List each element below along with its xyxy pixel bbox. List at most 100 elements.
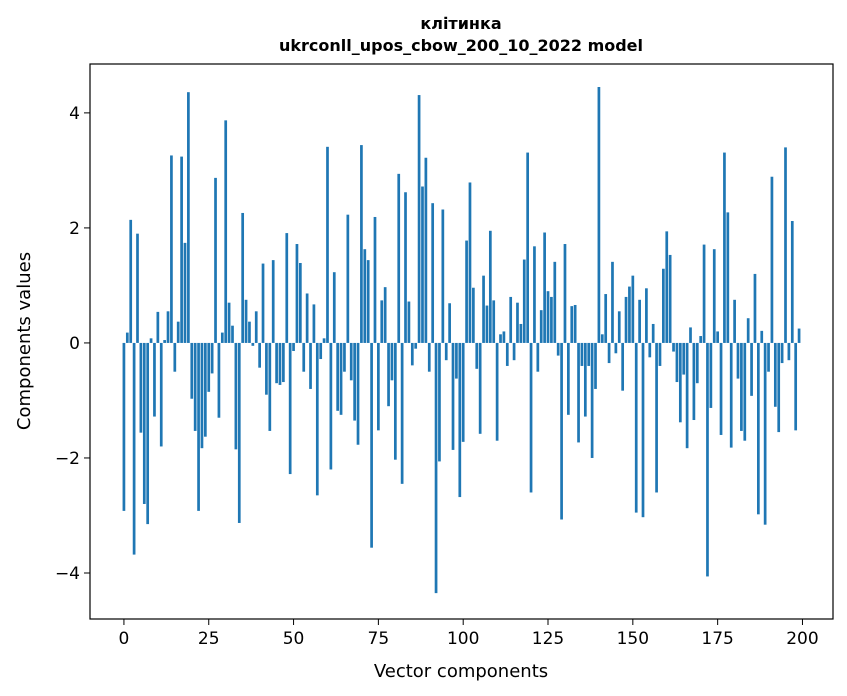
bar-177 (723, 152, 726, 343)
bar-188 (760, 330, 764, 343)
bar-56 (312, 304, 316, 343)
bar-29 (220, 332, 224, 343)
bar-135 (580, 342, 584, 366)
bar-35 (241, 212, 245, 343)
bar-125 (546, 291, 550, 343)
bar-121 (533, 246, 536, 343)
bar-137 (587, 342, 591, 366)
bar-182 (740, 342, 743, 431)
bar-78 (387, 342, 390, 407)
bar-70 (360, 145, 363, 343)
bar-149 (628, 286, 631, 343)
bar-131 (567, 342, 570, 415)
x-tick-label: 200 (786, 629, 818, 649)
y-tick-label: −2 (55, 449, 80, 469)
bar-90 (427, 342, 431, 372)
chart-title: клітинка (420, 14, 501, 33)
bar-108 (488, 230, 492, 343)
bar-1 (125, 332, 129, 343)
bar-175 (716, 331, 719, 343)
bar-197 (790, 221, 794, 343)
bar-0 (122, 342, 126, 511)
bar-66 (346, 214, 350, 343)
x-tick-label: 150 (617, 629, 649, 649)
bar-50 (292, 342, 295, 351)
bar-167 (689, 327, 692, 343)
bar-133 (573, 304, 577, 343)
bar-65 (343, 342, 346, 372)
bar-46 (278, 342, 282, 385)
bar-82 (400, 342, 404, 484)
bar-195 (784, 147, 787, 343)
y-tick-label: 2 (69, 219, 80, 239)
bar-5 (139, 342, 143, 433)
bar-59 (322, 338, 326, 343)
bar-17 (180, 156, 183, 343)
x-tick-label: 125 (532, 629, 564, 649)
bar-12 (163, 340, 166, 343)
bar-86 (414, 342, 418, 349)
bar-114 (509, 296, 513, 343)
bar-72 (366, 260, 370, 343)
bar-161 (668, 254, 672, 343)
bar-102 (468, 182, 472, 343)
bar-21 (193, 342, 197, 431)
bar-75 (377, 342, 380, 431)
bar-156 (651, 323, 655, 343)
bar-120 (529, 342, 533, 493)
bar-154 (645, 288, 648, 343)
bar-62 (332, 272, 336, 343)
bar-38 (251, 342, 255, 346)
bar-141 (600, 334, 604, 343)
bar-3 (132, 342, 136, 555)
bar-155 (648, 342, 652, 358)
x-tick-label: 75 (368, 629, 390, 649)
x-tick-label: 0 (119, 629, 130, 649)
bar-76 (380, 300, 384, 343)
bar-150 (631, 275, 635, 343)
bar-106 (482, 275, 485, 343)
bar-67 (349, 342, 353, 381)
bar-87 (417, 95, 421, 343)
bar-39 (254, 311, 258, 343)
bar-89 (424, 157, 428, 343)
y-axis-label: Components values (14, 252, 35, 430)
bar-159 (662, 268, 665, 343)
bar-132 (570, 306, 574, 343)
bar-63 (336, 342, 340, 411)
bar-107 (485, 305, 489, 343)
bar-98 (455, 342, 458, 379)
bar-152 (638, 299, 641, 343)
bar-25 (207, 342, 211, 392)
bar-112 (502, 331, 506, 343)
bar-148 (624, 296, 628, 343)
bar-103 (472, 287, 475, 343)
bar-143 (607, 342, 611, 364)
bar-97 (451, 342, 455, 450)
bar-16 (176, 321, 180, 343)
bar-83 (404, 192, 407, 343)
bar-96 (448, 303, 451, 343)
bar-191 (770, 176, 774, 343)
bar-22 (197, 342, 200, 511)
bar-184 (746, 318, 750, 343)
bar-68 (353, 342, 356, 421)
x-tick-label: 100 (447, 629, 479, 649)
bar-113 (505, 342, 509, 366)
bar-94 (441, 209, 445, 343)
bar-27 (214, 177, 217, 343)
bar-14 (170, 155, 173, 343)
bar-54 (305, 293, 309, 343)
bar-199 (797, 328, 801, 343)
bar-4 (136, 233, 139, 343)
bar-127 (553, 261, 557, 343)
bar-162 (672, 342, 675, 352)
y-tick-label: 0 (69, 334, 80, 354)
bar-190 (767, 342, 770, 372)
chart-subtitle: ukrconll_upos_cbow_200_10_2022 model (279, 36, 643, 55)
bar-105 (478, 342, 482, 434)
bar-139 (594, 342, 597, 389)
bar-109 (492, 300, 496, 343)
x-axis-ticks: 0 25 50 75 100 125 150 175 200 (119, 619, 819, 649)
bar-179 (729, 342, 733, 448)
